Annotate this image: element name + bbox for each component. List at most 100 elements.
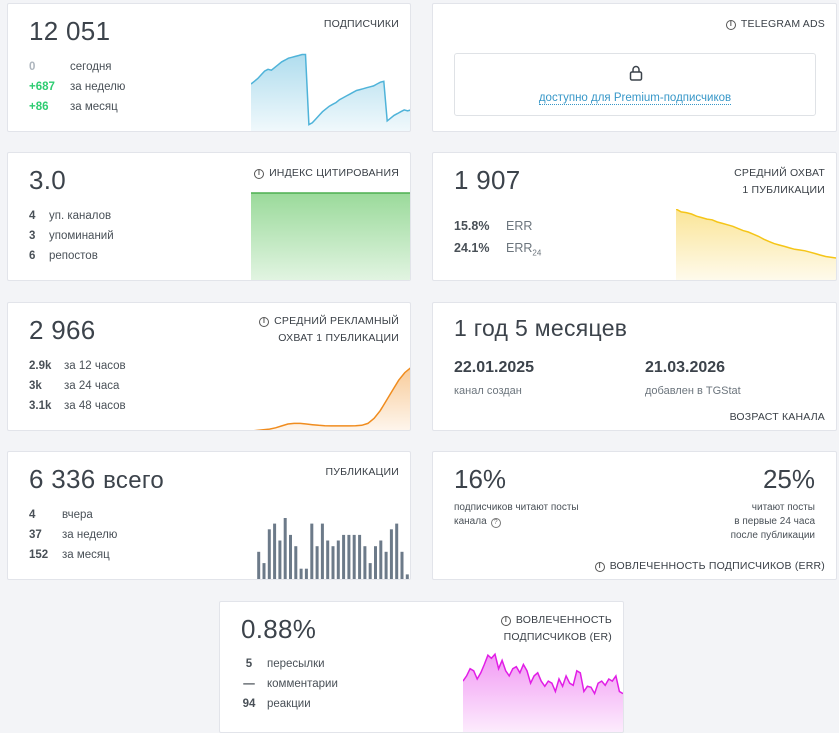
channel-age-value: 1 год 5 месяцев [454,315,628,341]
ad-reach-title: i СРЕДНИЙ РЕКЛАМНЫЙ ОХВАТ 1 ПУБЛИКАЦИИ [259,313,399,347]
publication-bar [273,523,277,579]
publication-bar [363,546,367,579]
publication-bar [336,540,340,579]
stat-value: 37 [29,529,42,541]
average-reach-sparkline[interactable] [676,209,836,280]
stat-row: +687 за неделю [29,81,229,97]
engagement-err-title: i ВОВЛЕЧЕННОСТЬ ПОДПИСЧИКОВ (ERR) [594,558,825,575]
stat-row: 152 за месяц [29,549,229,565]
stat-row: 3.1k за 48 часов [29,400,229,416]
publication-bar [358,534,362,579]
err-row: 15.8% ERR [454,219,654,237]
ad-reach-series-area [260,368,410,430]
engagement-er-sparkline[interactable] [463,650,623,732]
stat-row: 5 пересылки [241,658,441,674]
stat-label: репостов [49,250,98,262]
publication-bar [331,546,335,579]
publication-bar [283,518,287,579]
publications-title: ПУБЛИКАЦИИ [325,466,399,478]
publication-bar [347,534,351,579]
stat-value: 6 [29,250,36,262]
engagement-err-card: 16% подписчиков читают посты канала? 25%… [432,451,837,580]
er-series-area [463,654,623,732]
err24-value: 24.1% [454,241,490,255]
err-right-percent: 25% [762,464,815,494]
publication-bar [294,546,298,579]
engagement-er-card[interactable]: 0.88% i ВОВЛЕЧЕННОСТЬ ПОДПИСЧИКОВ (ER) 5 … [219,601,624,733]
stat-label: за 24 часа [64,380,120,392]
publication-bar [379,540,383,579]
publication-bar [278,540,282,579]
stat-value: 3 [29,230,36,242]
publication-bar [315,546,319,579]
stat-label: реакции [267,698,311,710]
publication-bar [304,568,308,579]
channel-added-label: добавлен в TGStat [645,385,741,397]
publications-bar-chart[interactable] [256,510,410,579]
average-reach-card[interactable]: 1 907 СРЕДНИЙ ОХВАТ 1 ПУБЛИКАЦИИ 15.8% E… [432,152,837,281]
publications-card[interactable]: 6 336 всего ПУБЛИКАЦИИ 4 вчера 37 за нед… [7,451,411,580]
publication-bar [299,568,303,579]
stat-value: +687 [29,81,55,93]
stat-row: 37 за неделю [29,529,229,545]
err-left-caption: подписчиков читают посты канала? [454,502,579,528]
stat-label: за месяц [70,101,118,113]
stat-value: 152 [29,549,49,561]
stat-row: — комментарии [241,678,441,694]
publication-bar [395,523,399,579]
publications-count: 6 336 всего [29,464,165,494]
publication-bar [400,551,404,579]
publication-bar [289,534,292,579]
err-left-percent: 16% [454,464,507,494]
publication-bar [267,529,271,579]
info-icon[interactable]: i [259,317,270,327]
ad-reach-sparkline[interactable] [251,363,410,430]
subscribers-card[interactable]: 12 051 ПОДПИСЧИКИ 0 сегодня +687 за неде… [7,3,411,132]
publication-bar [262,563,266,579]
publication-bar [405,574,409,579]
info-icon[interactable]: i [725,20,736,30]
engagement-er-value: 0.88% [241,614,317,644]
stat-row: 6 репостов [29,250,229,266]
stat-label: вчера [62,509,93,521]
stat-row: 3 упоминаний [29,230,229,246]
stat-value: 3.1k [29,400,52,412]
subscribers-series-area [251,54,410,131]
subscribers-sparkline[interactable] [251,47,410,131]
publication-bar [374,546,377,579]
stat-label: за неделю [62,529,118,541]
err-right-caption: читают посты в первые 24 часа после публ… [730,502,815,541]
publication-bar [342,534,346,579]
stat-value: 3k [29,380,42,392]
average-reach-title: СРЕДНИЙ ОХВАТ 1 ПУБЛИКАЦИИ [734,167,825,196]
ad-reach-card[interactable]: 2 966 i СРЕДНИЙ РЕКЛАМНЫЙ ОХВАТ 1 ПУБЛИКА… [7,302,411,431]
publication-bar [257,551,261,579]
citation-index-value: 3.0 [29,165,67,195]
err24-label: ERR24 [506,241,542,258]
info-icon[interactable]: i [594,562,605,572]
stat-row: +86 за месяц [29,101,229,117]
help-icon[interactable]: ? [490,518,501,528]
telegram-ads-title: i TELEGRAM ADS [725,16,825,33]
telegram-ads-card: i TELEGRAM ADS доступно для Premium-подпи… [432,3,837,132]
err-label: ERR [506,219,533,233]
premium-link[interactable]: доступно для Premium-подписчиков [538,92,732,105]
citation-index-card[interactable]: 3.0 i ИНДЕКС ЦИТИРОВАНИЯ 4 уп. каналов 3 … [7,152,411,281]
reach-series-area [676,209,836,280]
stat-value: 0 [29,61,36,73]
info-icon[interactable]: i [254,169,265,179]
info-icon[interactable]: i [500,616,511,626]
stat-label: упоминаний [49,230,114,242]
channel-created-date: 22.01.2025 [454,359,535,376]
citation-area [251,193,410,280]
err-value: 15.8% [454,219,490,233]
stat-row: 94 реакции [241,698,441,714]
citation-index-chart[interactable] [251,192,410,280]
channel-age-title: ВОЗРАСТ КАНАЛА [729,411,825,423]
er-series-line [463,652,623,696]
stat-value: +86 [29,101,49,113]
stat-row: 3k за 24 часа [29,380,229,396]
reach-series-line [676,209,836,259]
stat-value: 5 [245,658,253,670]
publication-bar [310,523,314,579]
